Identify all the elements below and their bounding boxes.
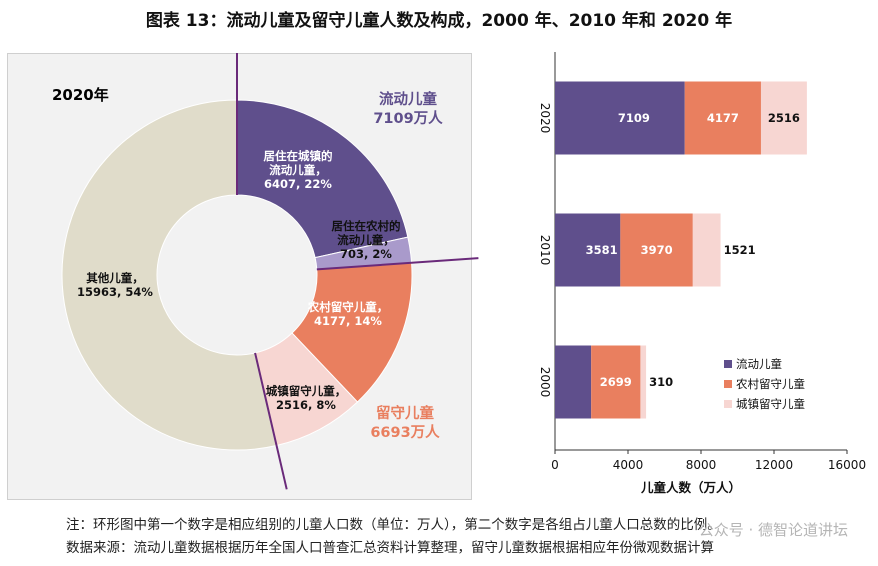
bar-value-2000-1: 2699 <box>600 375 632 389</box>
slice-label-4: 其他儿童， 15963, 54% <box>77 271 153 299</box>
watermark: 公众号 · 德智论道讲坛 <box>698 521 848 539</box>
bar-2020-0 <box>555 81 685 155</box>
y-tick-label-2: 2000 <box>538 367 552 398</box>
x-axis-title: 儿童人数（万人） <box>640 480 741 495</box>
bar-2000-0 <box>555 345 592 419</box>
bar-value-2020-0: 7109 <box>618 111 650 125</box>
x-tick-label-4: 16000 <box>828 458 866 472</box>
y-tick-label-0: 2020 <box>538 103 552 134</box>
donut-slice-4 <box>61 99 278 451</box>
legend-swatch-2 <box>724 400 732 408</box>
legend-label-1: 农村留守儿童 <box>736 377 805 391</box>
x-tick-label-0: 0 <box>551 458 559 472</box>
data-source: 数据来源：流动儿童数据根据历年全国人口普查汇总资料计算整理，留守儿童数据根据相应… <box>66 540 714 556</box>
legend-swatch-0 <box>724 360 732 368</box>
legend-swatch-1 <box>724 380 732 388</box>
group-label-migrant: 流动儿童 7109万人 <box>373 90 443 127</box>
x-tick-label-2: 8000 <box>686 458 717 472</box>
legend-label-0: 流动儿童 <box>736 357 782 371</box>
bar-value-2020-1: 4177 <box>707 111 739 125</box>
x-tick-label-3: 12000 <box>755 458 793 472</box>
bar-2020-1 <box>684 81 761 155</box>
bar-2020-2 <box>760 81 807 155</box>
bar-2000-1 <box>591 345 641 419</box>
bar-value-2010-0: 3581 <box>586 243 618 257</box>
bar-value-2000-2: 310 <box>649 375 673 389</box>
bar-2000-2 <box>640 345 647 419</box>
slice-label-1: 居住在农村的流动儿童， 703, 2% <box>332 219 401 261</box>
slice-label-0: 居住在城镇的流动儿童， 6407, 22% <box>264 149 333 191</box>
y-tick-label-1: 2010 <box>538 235 552 266</box>
donut-slice-0 <box>236 99 409 259</box>
group-divider-2 <box>254 352 288 490</box>
chart-title: 图表 13：流动儿童及留守儿童人数及构成，2000 年、2010 年和 2020… <box>145 11 733 31</box>
bar-2010-2 <box>692 213 721 287</box>
bar-value-2010-2: 1521 <box>724 243 756 257</box>
bar-2010-1 <box>620 213 693 287</box>
x-tick-label-1: 4000 <box>613 458 644 472</box>
group-divider-1 <box>316 257 479 271</box>
donut-year-label: 2020年 <box>52 86 109 104</box>
chart-note: 注：环形图中第一个数字是相应组别的儿童人口数（单位：万人），第二个数字是各组占儿… <box>66 517 721 533</box>
legend-label-2: 城镇留守儿童 <box>736 397 805 411</box>
bar-2010-0 <box>555 213 621 287</box>
bar-value-2010-1: 3970 <box>641 243 673 257</box>
slice-label-2: 农村留守儿童， 4177, 14% <box>307 300 389 328</box>
group-label-left-behind: 留守儿童 6693万人 <box>370 404 440 441</box>
bar-value-2020-2: 2516 <box>768 111 800 125</box>
slice-label-3: 城镇留守儿童， 2516, 8% <box>266 384 347 412</box>
